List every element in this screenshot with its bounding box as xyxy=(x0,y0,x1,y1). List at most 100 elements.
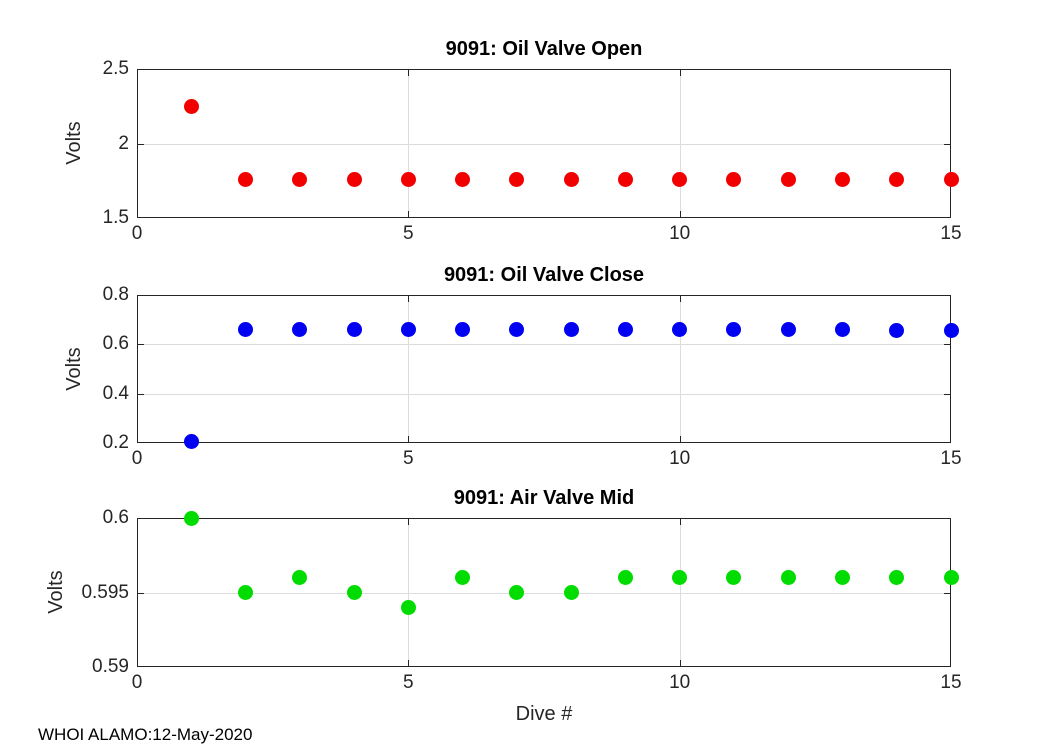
x-tick-label: 10 xyxy=(669,448,691,469)
x-tick-mark xyxy=(408,660,409,666)
data-point xyxy=(726,322,742,338)
y-tick-label: 2 xyxy=(118,132,129,154)
y-tick-mark xyxy=(138,144,144,145)
x-tick-mark xyxy=(408,436,409,442)
data-point xyxy=(780,322,796,338)
data-point xyxy=(943,570,959,586)
y-tick-label: 0.6 xyxy=(102,333,129,355)
data-point xyxy=(292,322,308,338)
vertical-gridline xyxy=(680,519,681,666)
subplot1-title: 9091: Oil Valve Open xyxy=(445,38,643,60)
y-tick-mark xyxy=(138,593,144,594)
y-tick-mark xyxy=(138,344,144,345)
data-point xyxy=(889,570,905,586)
subplot3-title: 9091: Air Valve Mid xyxy=(453,487,635,509)
data-point xyxy=(346,322,362,338)
data-point xyxy=(346,171,362,187)
axes-box xyxy=(137,295,951,443)
data-point xyxy=(509,585,525,600)
x-tick-label: 5 xyxy=(403,448,414,469)
data-point xyxy=(400,599,416,615)
y-tick-label: 0.2 xyxy=(102,432,129,453)
data-point xyxy=(726,171,742,187)
data-point xyxy=(617,570,633,586)
data-point xyxy=(455,171,471,187)
data-point xyxy=(183,98,199,114)
x-tick-mark xyxy=(680,436,681,442)
x-tick-mark xyxy=(680,296,681,302)
y-tick-mark xyxy=(944,144,950,145)
data-point xyxy=(889,171,905,187)
x-axis-label: Dive # xyxy=(515,703,573,725)
y-tick-label: 0.4 xyxy=(102,382,129,404)
data-point xyxy=(509,171,525,187)
x-tick-mark xyxy=(408,211,409,217)
data-point xyxy=(183,434,199,450)
data-point xyxy=(834,322,850,338)
data-point xyxy=(238,171,254,187)
data-point xyxy=(455,570,471,586)
subplot2-title: 9091: Oil Valve Close xyxy=(443,264,645,286)
data-point xyxy=(509,322,525,338)
data-point xyxy=(726,570,742,586)
x-tick-label: 10 xyxy=(669,672,691,693)
y-tick-mark xyxy=(138,394,144,395)
data-point xyxy=(563,171,579,187)
data-point xyxy=(292,171,308,187)
vertical-gridline xyxy=(408,296,409,442)
y-tick-mark xyxy=(944,344,950,345)
x-tick-mark xyxy=(680,211,681,217)
data-point xyxy=(780,171,796,187)
x-tick-label: 0 xyxy=(131,448,143,469)
data-point xyxy=(238,322,254,338)
x-tick-label: 15 xyxy=(940,448,962,469)
x-tick-mark xyxy=(680,519,681,525)
x-tick-label: 15 xyxy=(940,223,962,244)
x-tick-label: 5 xyxy=(403,223,414,244)
data-point xyxy=(455,322,471,338)
vertical-gridline xyxy=(680,70,681,217)
data-point xyxy=(672,322,688,338)
axes-box xyxy=(137,518,951,667)
data-point xyxy=(400,171,416,187)
y-tick-label: 0.6 xyxy=(102,507,129,528)
x-tick-label: 15 xyxy=(940,672,962,693)
horizontal-gridline xyxy=(138,593,950,594)
vertical-gridline xyxy=(408,70,409,217)
x-tick-mark xyxy=(408,519,409,525)
y-tick-label: 0.8 xyxy=(102,284,129,305)
x-tick-label: 5 xyxy=(403,672,414,693)
horizontal-gridline xyxy=(138,394,950,395)
horizontal-gridline xyxy=(138,344,950,345)
data-point xyxy=(617,171,633,187)
data-point xyxy=(346,585,362,600)
y-tick-label: 1.5 xyxy=(102,207,129,228)
figure-footer-text: WHOI ALAMO:12-May-2020 xyxy=(38,725,253,744)
data-point xyxy=(183,510,199,526)
data-point xyxy=(943,171,959,187)
y-tick-label: 2.5 xyxy=(102,58,129,79)
y-tick-label: 0.59 xyxy=(92,656,129,677)
x-tick-label: 0 xyxy=(131,672,143,693)
x-tick-mark xyxy=(680,70,681,76)
y-tick-mark xyxy=(944,593,950,594)
horizontal-gridline xyxy=(138,144,950,145)
data-point xyxy=(563,322,579,338)
data-point xyxy=(672,570,688,586)
x-tick-label: 0 xyxy=(131,223,143,244)
vertical-gridline xyxy=(408,519,409,666)
y-tick-mark xyxy=(944,394,950,395)
data-point xyxy=(563,585,579,600)
data-point xyxy=(672,171,688,187)
data-point xyxy=(834,570,850,586)
data-point xyxy=(400,322,416,338)
x-tick-mark xyxy=(408,70,409,76)
vertical-gridline xyxy=(680,296,681,442)
y-tick-label: 0.595 xyxy=(81,581,129,603)
data-point xyxy=(780,570,796,586)
x-tick-mark xyxy=(680,660,681,666)
data-point xyxy=(943,323,959,339)
x-tick-label: 10 xyxy=(669,223,691,244)
data-point xyxy=(834,171,850,187)
